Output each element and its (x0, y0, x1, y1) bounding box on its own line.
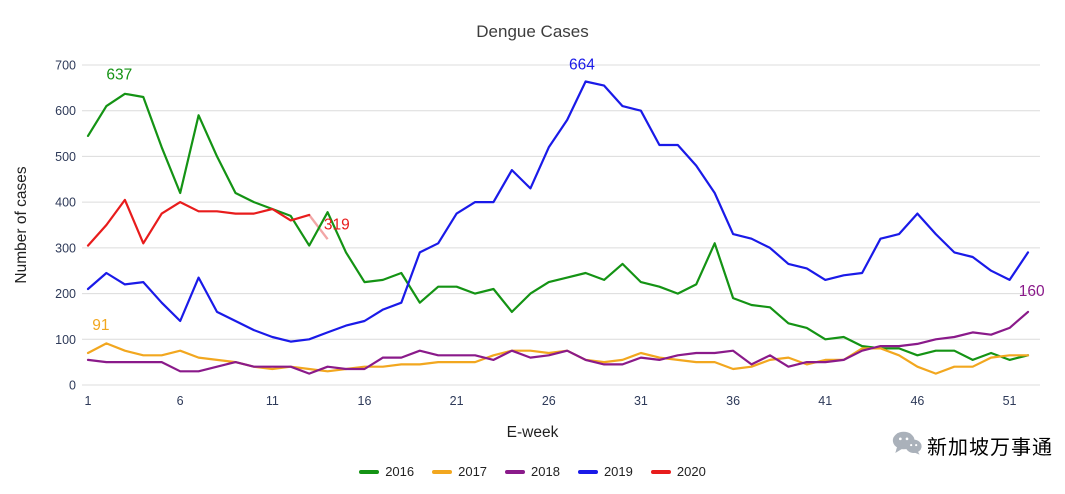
legend-swatch-2017 (432, 469, 453, 474)
legend-label-2016: 2016 (385, 464, 415, 479)
legend-swatch-2019 (577, 469, 598, 474)
x-tick-label: 11 (266, 394, 279, 408)
series-line-2016 (86, 92, 1030, 361)
annotation-637: 637 (106, 67, 132, 84)
legend-swatch-2018 (505, 469, 526, 474)
legend-item-2017: 2017 (432, 464, 487, 479)
x-tick-label: 36 (726, 394, 740, 408)
annotation-319: 319 (324, 217, 350, 234)
y-tick-label: 600 (55, 104, 76, 118)
y-tick-label: 100 (55, 333, 76, 347)
legend-swatch-2016 (359, 469, 380, 474)
legend-swatch-2020 (650, 469, 671, 474)
x-tick-label: 1 (85, 394, 92, 408)
y-tick-label: 400 (55, 196, 76, 210)
series-line-2018 (86, 310, 1030, 375)
x-tick-label: 41 (818, 394, 832, 408)
x-axis-title: E-week (506, 424, 559, 441)
legend-item-2016: 2016 (359, 464, 414, 479)
y-tick-label: 500 (55, 150, 76, 164)
x-tick-label: 51 (1003, 394, 1017, 408)
series-line-2019 (86, 80, 1030, 343)
y-tick-label: 700 (55, 59, 76, 73)
y-tick-label: 0 (69, 379, 76, 393)
x-tick-label: 31 (634, 394, 648, 408)
legend-label-2020: 2020 (676, 464, 706, 479)
wechat-icon (892, 430, 922, 461)
chart-legend: 2016 2017 2018 2019 2020 (0, 464, 1065, 479)
watermark: 新加坡万事通 (892, 430, 1053, 461)
watermark-text: 新加坡万事通 (927, 437, 1053, 459)
legend-label-2017: 2017 (458, 464, 488, 479)
legend-label-2019: 2019 (603, 464, 633, 479)
series-line-2020 (86, 198, 311, 247)
legend-item-2020: 2020 (650, 464, 706, 479)
x-tick-label: 6 (177, 394, 184, 408)
legend-label-2018: 2018 (531, 464, 560, 479)
chart-title: Dengue Cases (476, 22, 589, 41)
y-tick-label: 200 (55, 287, 76, 301)
x-tick-label: 16 (358, 394, 372, 408)
legend-item-2019: 2019 (577, 464, 633, 479)
x-tick-label: 46 (910, 394, 924, 408)
annotation-91: 91 (92, 317, 109, 334)
y-axis-title: Number of cases (13, 166, 30, 284)
x-tick-label: 21 (450, 394, 464, 408)
x-tick-label: 26 (542, 394, 556, 408)
annotation-160: 160 (1019, 283, 1045, 300)
legend-item-2018: 2018 (505, 464, 560, 479)
y-tick-label: 300 (55, 241, 76, 255)
annotation-664: 664 (569, 57, 595, 74)
